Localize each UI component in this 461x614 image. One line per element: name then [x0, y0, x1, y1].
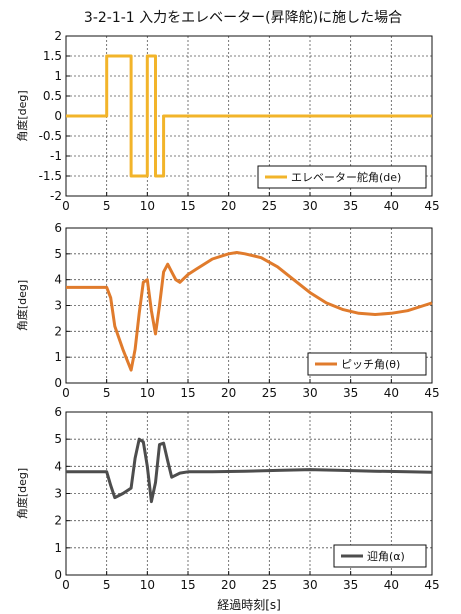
x-tick-label: 15	[180, 578, 195, 592]
y-tick-label: 0	[54, 109, 62, 123]
y-tick-label: 1	[54, 350, 62, 364]
y-tick-label: 0.5	[43, 89, 62, 103]
legend-box	[307, 352, 427, 376]
y-tick-label: 2	[54, 514, 62, 528]
x-tick-label: 20	[221, 578, 236, 592]
x-tick-label: 30	[302, 386, 317, 400]
y-tick-label: 4	[54, 459, 62, 473]
x-tick-label: 45	[424, 199, 439, 213]
y-tick-label: 3	[54, 299, 62, 313]
x-tick-label: 40	[384, 578, 399, 592]
x-tick-label: 0	[62, 199, 70, 213]
panels: 0 5 10 15 20 25 30 35 40 45-2-1.5-1-0.500.511.52角…	[15, 29, 440, 592]
series-line-3	[66, 437, 433, 504]
y-tick-label: 1	[54, 69, 62, 83]
x-tick-label: 15	[180, 386, 195, 400]
x-tick-label: 0	[62, 386, 70, 400]
x-tick-label: 10	[140, 386, 155, 400]
y-tick-label: 1	[54, 541, 62, 555]
series-line-1	[66, 54, 432, 178]
legend: 迎角(α)	[333, 544, 427, 568]
legend-label: ピッチ角(θ)	[341, 358, 400, 371]
legend: エレベーター舵角(de)	[257, 165, 427, 189]
legend-box	[257, 165, 427, 189]
x-tick-label: 10	[140, 578, 155, 592]
y-tick-label: -0.5	[39, 129, 62, 143]
x-tick-label: 20	[221, 199, 236, 213]
y-tick-label: 1.5	[43, 49, 62, 63]
y-tick-label: 0	[54, 376, 62, 390]
y-tick-label: 3	[54, 487, 62, 501]
y-tick-label: -1.5	[39, 169, 62, 183]
legend-label: 迎角(α)	[367, 550, 405, 563]
y-tick-label: 5	[54, 247, 62, 261]
legend: ピッチ角(θ)	[307, 352, 427, 376]
y-axis-label: 角度[deg]	[15, 90, 29, 141]
x-tick-label: 45	[424, 386, 439, 400]
legend-label: エレベーター舵角(de)	[291, 170, 401, 184]
y-tick-label: 6	[54, 405, 62, 419]
x-tick-label: 40	[384, 199, 399, 213]
x-tick-label: 15	[180, 199, 195, 213]
x-tick-label: 30	[302, 578, 317, 592]
x-tick-label: 25	[262, 578, 277, 592]
x-axis-label: 経過時刻[s]	[217, 598, 281, 612]
y-tick-label: 2	[54, 29, 62, 43]
y-tick-label: -2	[50, 189, 62, 203]
x-tick-label: 45	[424, 578, 439, 592]
series-line-2	[66, 251, 433, 372]
y-axis-label: 角度[deg]	[15, 280, 29, 331]
x-tick-label: 5	[103, 386, 111, 400]
y-tick-label: 0	[54, 568, 62, 582]
y-tick-label: 2	[54, 324, 62, 338]
x-tick-label: 35	[343, 386, 358, 400]
y-tick-label: -1	[50, 149, 62, 163]
x-tick-label: 35	[343, 578, 358, 592]
figure-title: 3-2-1-1 入力をエレベーター(昇降舵)に施した場合	[84, 10, 402, 26]
x-tick-label: 0	[62, 578, 70, 592]
x-tick-label: 35	[343, 199, 358, 213]
x-tick-label: 20	[221, 386, 236, 400]
x-tick-label: 40	[384, 386, 399, 400]
x-tick-label: 10	[140, 199, 155, 213]
x-tick-label: 25	[262, 386, 277, 400]
x-tick-label: 5	[103, 199, 111, 213]
chart-panel-1: 0 5 10 15 20 25 30 35 40 45 -2 -1.5 -1 -0.5 0 0.5 1 1.5 2 角…	[15, 29, 440, 213]
y-tick-label: 6	[54, 221, 62, 235]
y-tick-label: 5	[54, 432, 62, 446]
x-tick-label: 30	[302, 199, 317, 213]
x-tick-label: 25	[262, 199, 277, 213]
legend-box	[333, 544, 427, 568]
y-tick-label: 4	[54, 273, 62, 287]
x-tick-label: 5	[103, 578, 111, 592]
y-axis-label: 角度[deg]	[15, 468, 29, 519]
